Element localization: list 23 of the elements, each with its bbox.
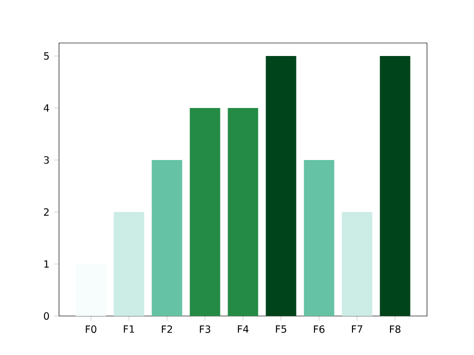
y-tick-label: 3 xyxy=(44,156,49,164)
bar xyxy=(190,108,220,316)
y-tick-label: 5 xyxy=(44,52,49,60)
bar xyxy=(152,160,182,316)
x-tick-label: F8 xyxy=(390,325,400,333)
bar xyxy=(228,108,258,316)
y-tick-label: 1 xyxy=(44,260,49,268)
bar xyxy=(342,212,372,316)
x-tick-label: F2 xyxy=(162,325,172,333)
y-tick-label: 0 xyxy=(44,312,49,320)
x-tick-label: F7 xyxy=(352,325,362,333)
bar xyxy=(114,212,144,316)
x-tick-label: F4 xyxy=(238,325,248,333)
bar xyxy=(380,56,410,316)
y-tick-label: 2 xyxy=(44,208,49,216)
x-tick-label: F6 xyxy=(314,325,324,333)
x-tick-label: F0 xyxy=(86,325,96,333)
x-tick-label: F1 xyxy=(124,325,134,333)
y-tick-label: 4 xyxy=(44,104,50,112)
x-tick-label: F3 xyxy=(200,325,210,333)
x-tick-label: F5 xyxy=(276,325,286,333)
bar xyxy=(266,56,296,316)
bar xyxy=(304,160,334,316)
